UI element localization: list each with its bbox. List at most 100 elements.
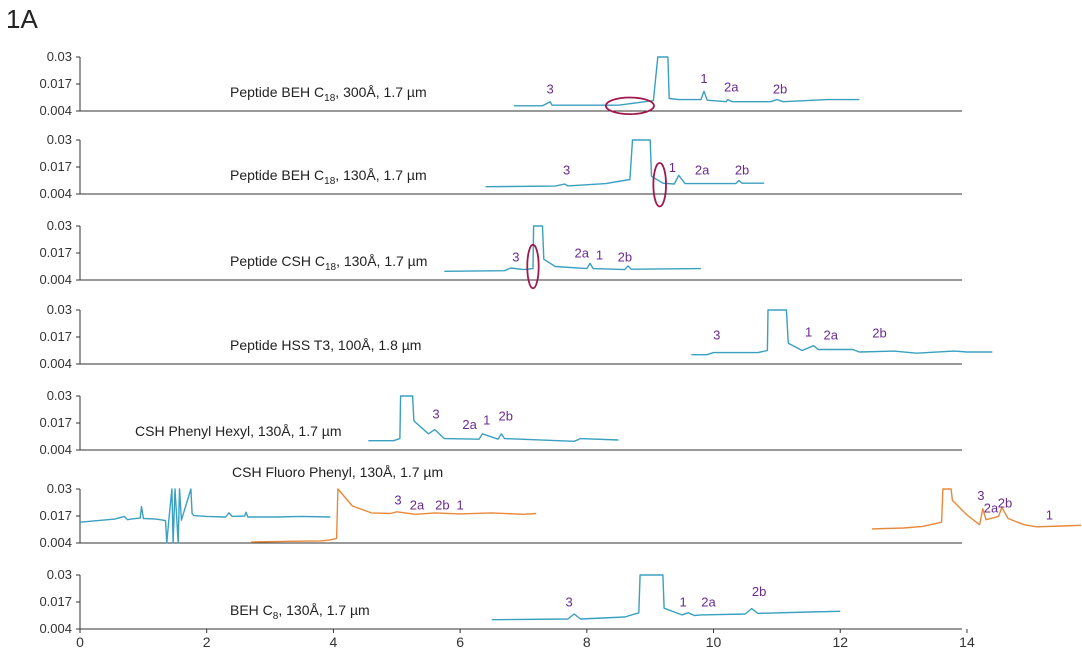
y-tick-label: 0.03 xyxy=(47,481,72,496)
panel-label: Peptide HSS T3, 100Å, 1.8 µm xyxy=(230,337,421,353)
panel-label-part: , 300Å, 1.7 µm xyxy=(335,84,426,100)
y-tick-label: 0.004 xyxy=(39,535,72,550)
peak-label: 2b xyxy=(735,162,749,177)
peak-label: 2a xyxy=(462,417,477,432)
peak-label: 1 xyxy=(669,160,676,175)
panel-5: 0.03 0.017 0.004 CSH Phenyl Hexyl, 130Å, 1.… xyxy=(39,388,962,457)
y-tick-label: 0.004 xyxy=(39,103,72,118)
peak-label: 1 xyxy=(700,71,707,86)
panel-label-subscript: 18 xyxy=(324,93,336,104)
peak-label: 2a xyxy=(724,79,739,94)
peak-label: 2a xyxy=(410,497,425,512)
panel-1: 0.03 0.017 0.004 Peptide BEH C18, 300Å, 1.7… xyxy=(39,49,962,118)
peak-label: 3 xyxy=(546,81,553,96)
y-tick-label: 0.017 xyxy=(39,159,72,174)
panel-label-part: BEH C xyxy=(230,602,273,618)
peak-label: 2a xyxy=(701,595,716,610)
panel-label: Peptide CSH C18, 130Å, 1.7 µm xyxy=(230,253,427,273)
peak-label: 2a xyxy=(575,246,590,261)
y-tick-label: 0.03 xyxy=(47,567,72,582)
trace-line xyxy=(871,488,1082,530)
peak-label: 1 xyxy=(805,325,812,340)
peak-label: 1 xyxy=(457,497,464,512)
peak-label: 2b xyxy=(752,584,766,599)
x-tick-label: 14 xyxy=(959,634,975,650)
panel-label-part: Peptide BEH C xyxy=(230,84,324,100)
y-tick-label: 0.03 xyxy=(47,388,72,403)
y-tick-label: 0.017 xyxy=(39,329,72,344)
panel-2: 0.03 0.017 0.004 Peptide BEH C18, 130Å, 1.7… xyxy=(39,132,962,208)
highlight-ellipse xyxy=(604,96,655,116)
y-tick-label: 0.004 xyxy=(39,272,72,287)
y-tick-label: 0.03 xyxy=(47,49,72,64)
peak-label: 2b xyxy=(435,497,449,512)
peak-label: 2a xyxy=(695,162,710,177)
peak-label: 2a xyxy=(984,500,999,515)
y-tick-label: 0.004 xyxy=(39,442,72,457)
panel-label-part: , 130Å, 1.7 µm xyxy=(335,167,426,183)
x-tick-label: 10 xyxy=(706,634,722,650)
panel-label: CSH Phenyl Hexyl, 130Å, 1.7 µm xyxy=(135,423,342,439)
peak-label: 3 xyxy=(432,406,439,421)
figure-label: 1A xyxy=(6,4,38,34)
peak-label: 3 xyxy=(394,493,401,508)
y-tick-label: 0.017 xyxy=(39,594,72,609)
peak-label: 3 xyxy=(563,162,570,177)
panel-label-part: Peptide HSS T3, 100Å, 1.8 µm xyxy=(230,337,421,353)
y-tick-label: 0.004 xyxy=(39,186,72,201)
panel-label-subscript: 18 xyxy=(324,176,336,187)
peak-label: 2b xyxy=(618,250,632,265)
panel-4: 0.03 0.017 0.004 Peptide HSS T3, 100Å, 1.8 … xyxy=(39,302,993,371)
panel-label-part: , 130Å, 1.7 µm xyxy=(336,253,427,269)
x-tick-label: 4 xyxy=(330,634,338,650)
peak-label: 2b xyxy=(773,81,787,96)
panel-label-part: , 130Å, 1.7 µm xyxy=(278,602,369,618)
panel-label-part: CSH Fluoro Phenyl, 130Å, 1.7 µm xyxy=(232,464,443,480)
peak-label: 3 xyxy=(713,327,720,342)
panel-3: 0.03 0.017 0.004 Peptide CSH C18, 130Å, 1.7… xyxy=(39,218,962,290)
highlight-ellipse xyxy=(652,161,667,208)
peak-label: 2b xyxy=(872,325,886,340)
x-tick-label: 12 xyxy=(832,634,848,650)
peak-label: 2a xyxy=(824,327,839,342)
trace-line xyxy=(691,309,993,356)
peak-label: 1 xyxy=(596,248,603,263)
panel-label: CSH Fluoro Phenyl, 130Å, 1.7 µm xyxy=(232,464,443,480)
y-tick-label: 0.004 xyxy=(39,356,72,371)
peak-label: 3 xyxy=(977,488,984,503)
panel-label: Peptide BEH C18, 130Å, 1.7 µm xyxy=(230,167,427,187)
panel-label-subscript: 18 xyxy=(325,262,337,273)
panel-label-part: Peptide BEH C xyxy=(230,167,324,183)
trace-line xyxy=(79,488,331,544)
peak-label: 2b xyxy=(998,495,1012,510)
trace-line xyxy=(514,56,860,107)
y-tick-label: 0.03 xyxy=(47,302,72,317)
peak-label: 1 xyxy=(680,595,687,610)
peak-label: 3 xyxy=(512,250,519,265)
panel-7: 0.03 0.017 0.004 BEH C8, 130Å, 1.7 µm 3 1 2a 2b xyxy=(39,567,962,636)
trace-line xyxy=(251,488,537,543)
x-tick-label: 6 xyxy=(456,634,464,650)
x-tick-label: 0 xyxy=(76,634,84,650)
peak-label: 1 xyxy=(1046,508,1053,523)
peak-label: 2b xyxy=(499,409,513,424)
peak-label: 3 xyxy=(565,595,572,610)
y-tick-label: 0.017 xyxy=(39,415,72,430)
x-tick-label: 2 xyxy=(203,634,211,650)
highlight-ellipse xyxy=(526,243,540,290)
panel-6: 0.03 0.017 0.004 CSH Fluoro Phenyl, 130Å, 1… xyxy=(39,464,1082,550)
trace-line xyxy=(368,395,619,442)
panel-label-part: Peptide CSH C xyxy=(230,253,325,269)
peak-label: 1 xyxy=(483,413,490,428)
trace-line xyxy=(485,139,765,188)
trace-line xyxy=(491,574,841,621)
y-tick-label: 0.017 xyxy=(39,245,72,260)
panel-label: BEH C8, 130Å, 1.7 µm xyxy=(230,602,370,622)
y-tick-label: 0.03 xyxy=(47,132,72,147)
y-tick-label: 0.03 xyxy=(47,218,72,233)
y-tick-label: 0.004 xyxy=(39,621,72,636)
panel-label-subscript: 8 xyxy=(273,611,279,622)
x-tick-label: 8 xyxy=(583,634,591,650)
panel-label-part: CSH Phenyl Hexyl, 130Å, 1.7 µm xyxy=(135,423,342,439)
